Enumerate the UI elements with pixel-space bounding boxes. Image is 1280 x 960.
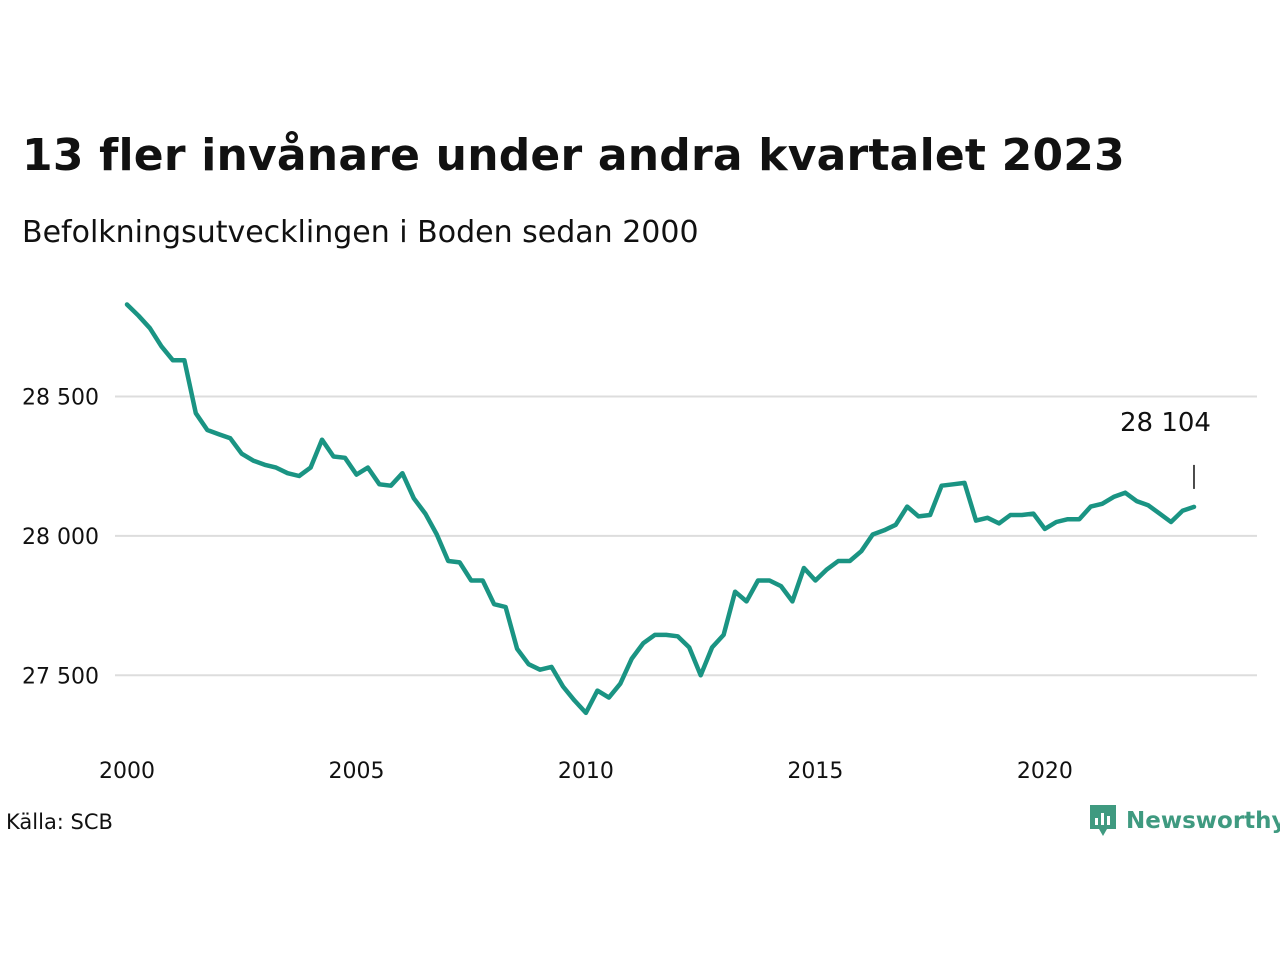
x-tick-label: 2000	[99, 759, 155, 784]
gridlines	[115, 395, 1257, 677]
x-tick-label: 2005	[328, 759, 384, 784]
y-tick-label: 27 500	[22, 664, 99, 689]
y-tick-label: 28 000	[22, 525, 99, 550]
series-line	[124, 302, 1197, 716]
x-tick-label: 2020	[1017, 759, 1073, 784]
chart-subtitle: Befolkningsutvecklingen i Boden sedan 20…	[22, 215, 699, 250]
last-value-annotation: 28 104	[1120, 408, 1211, 489]
newsworthy-chart-bubble-icon	[1090, 805, 1116, 836]
series	[124, 302, 1197, 716]
y-tick-label: 28 500	[22, 386, 99, 411]
last-value-label: 28 104	[1120, 408, 1211, 438]
x-tick-label: 2010	[558, 759, 614, 784]
brand-name: Newsworthy	[1126, 808, 1280, 834]
x-tick-label: 2015	[787, 759, 843, 784]
x-axis-labels: 2000 2005 2010 2015 2020	[99, 759, 1073, 784]
source-note: Källa: SCB	[6, 810, 113, 834]
chart-title: 13 fler invånare under andra kvartalet 2…	[22, 130, 1125, 181]
y-axis-labels: 27 500 28 000 28 500	[22, 386, 99, 690]
brand-logo[interactable]: Newsworthy	[1088, 803, 1280, 839]
